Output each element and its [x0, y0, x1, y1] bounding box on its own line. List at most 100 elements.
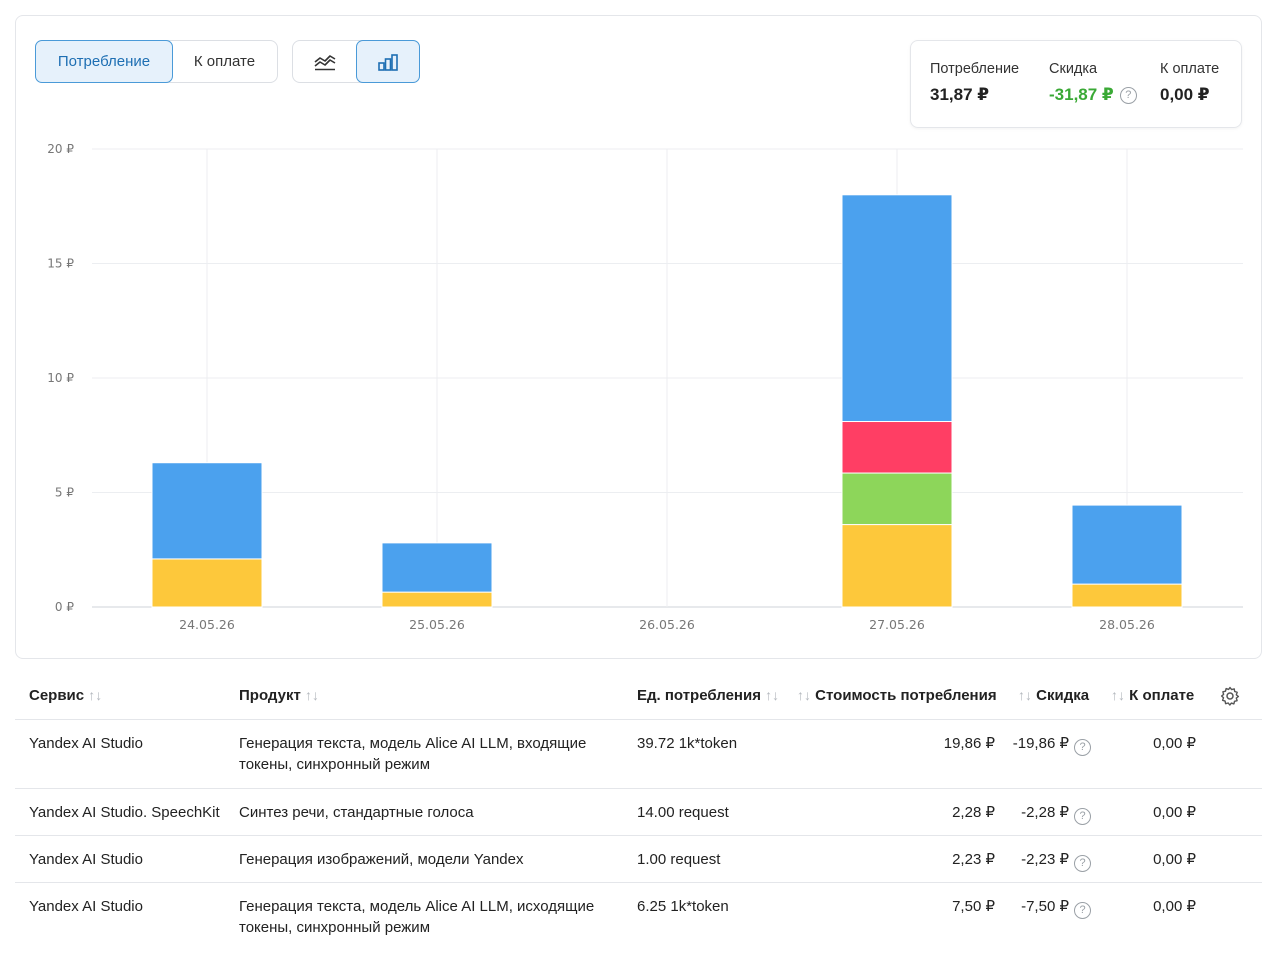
y-tick-label: 15 ₽	[47, 257, 74, 271]
bar-segment	[1071, 583, 1183, 608]
consumption-table: Сервис ↑↓ Продукт ↑↓ Ед. потребления ↑↓ …	[15, 672, 1262, 952]
header-product-label: Продукт	[239, 687, 301, 704]
settings-gear-icon[interactable]	[1220, 686, 1240, 706]
x-tick-label: 26.05.26	[639, 617, 695, 632]
bar-chart-icon	[378, 53, 398, 71]
cell-product-line1: Генерация изображений, модели Yandex	[239, 851, 524, 868]
y-tick-label: 10 ₽	[47, 371, 74, 385]
cell-discount: -2,23 ₽	[1021, 851, 1069, 868]
cell-product: Генерация текста, модель Alice AI LLM, в…	[239, 733, 586, 775]
bar-chart-button[interactable]	[356, 40, 420, 83]
header-product[interactable]: Продукт ↑↓	[239, 687, 319, 704]
bar-segment	[151, 462, 263, 560]
header-cost-label: Стоимость потребления	[815, 687, 997, 704]
cell-product-line1: Генерация текста, модель Alice AI LLM, в…	[239, 735, 587, 752]
x-tick-label: 24.05.26	[179, 617, 235, 632]
bar-segment	[841, 524, 953, 608]
table-row[interactable]: Yandex AI Studio Генерация текста, модел…	[15, 720, 1262, 789]
bar-segment	[841, 194, 953, 423]
cell-cost: 2,23 ₽	[952, 851, 995, 868]
sort-icon: ↑↓	[765, 687, 780, 703]
cell-to-pay: 0,00 ₽	[1153, 804, 1196, 821]
help-icon[interactable]: ?	[1074, 851, 1091, 872]
header-unit[interactable]: Ед. потребления ↑↓	[637, 687, 779, 704]
cell-to-pay: 0,00 ₽	[1153, 898, 1196, 915]
bar-segment	[151, 558, 263, 608]
cell-cost: 19,86 ₽	[943, 735, 995, 752]
sort-icon: ↑↓	[304, 687, 319, 703]
summary-to-pay: К оплате 0,00 ₽	[1160, 61, 1219, 105]
line-chart-button[interactable]	[293, 41, 357, 82]
cell-service: Yandex AI Studio	[29, 851, 143, 868]
sort-icon: ↑↓	[1111, 687, 1125, 703]
summary-consumption-label: Потребление	[930, 61, 1020, 77]
chart-card: Потребление К оплате Потребление 31,87 ₽…	[15, 15, 1262, 659]
bar-segment	[841, 421, 953, 474]
table-header: Сервис ↑↓ Продукт ↑↓ Ед. потребления ↑↓ …	[15, 672, 1262, 720]
cell-product-line1: Генерация текста, модель Alice AI LLM, и…	[239, 898, 595, 915]
header-discount-label: Скидка	[1036, 687, 1090, 704]
cell-product: Генерация изображений, модели Yandex	[239, 849, 523, 870]
bar-segment	[381, 591, 493, 608]
cell-service: Yandex AI Studio	[29, 735, 143, 752]
cell-discount: -2,28 ₽	[1021, 804, 1069, 821]
header-cost[interactable]: ↑↓ Стоимость потребления	[797, 687, 997, 704]
mode-toggle: Потребление К оплате	[35, 40, 278, 83]
header-service[interactable]: Сервис ↑↓	[29, 687, 102, 704]
cell-product: Генерация текста, модель Alice AI LLM, и…	[239, 896, 594, 938]
cell-unit: 1.00 request	[637, 851, 721, 868]
header-to-pay[interactable]: ↑↓ К оплате	[1111, 687, 1194, 704]
table-row[interactable]: Yandex AI Studio. SpeechKit Синтез речи,…	[15, 789, 1262, 836]
cell-to-pay: 0,00 ₽	[1153, 735, 1196, 752]
cell-service: Yandex AI Studio	[29, 898, 143, 915]
cell-service: Yandex AI Studio. SpeechKit	[29, 804, 220, 821]
sort-icon: ↑↓	[797, 687, 811, 703]
consumption-bar-chart: 0 ₽ 5 ₽ 10 ₽ 15 ₽ 20 ₽ 24.05.26 25.05.26 26.05.…	[47, 142, 1243, 632]
x-tick-label: 27.05.26	[869, 617, 925, 632]
bar-segment	[1071, 504, 1183, 585]
summary-to-pay-label: К оплате	[1160, 61, 1220, 77]
header-unit-label: Ед. потребления	[637, 687, 761, 704]
line-chart-icon	[314, 54, 336, 70]
cell-cost: 2,28 ₽	[952, 804, 995, 821]
cell-discount: -19,86 ₽	[1012, 735, 1069, 752]
x-tick-label: 25.05.26	[409, 617, 465, 632]
header-to-pay-label: К оплате	[1129, 687, 1195, 704]
bar-segment	[841, 472, 953, 526]
cell-unit: 14.00 request	[637, 804, 729, 821]
cell-product-line2: токены, синхронный режим	[239, 756, 431, 773]
help-icon[interactable]: ?	[1074, 735, 1091, 756]
sort-icon: ↑↓	[88, 687, 103, 703]
help-icon[interactable]: ?	[1074, 898, 1091, 919]
cell-product: Синтез речи, стандартные голоса	[239, 802, 474, 823]
bar-segment	[381, 542, 493, 593]
y-tick-label: 5 ₽	[55, 486, 74, 500]
help-icon[interactable]: ?	[1119, 86, 1137, 104]
to-pay-toggle[interactable]: К оплате	[193, 53, 256, 70]
sort-icon: ↑↓	[1018, 687, 1032, 703]
summary-discount-value: -31,87 ₽	[1049, 85, 1114, 104]
cell-product-line1: Синтез речи, стандартные голоса	[239, 804, 474, 821]
y-tick-label: 20 ₽	[47, 142, 74, 156]
cell-product-line2: токены, синхронный режим	[239, 919, 431, 936]
summary-to-pay-value: 0,00 ₽	[1160, 85, 1210, 104]
summary-panel: Потребление 31,87 ₽ Скидка -31,87 ₽ ? К …	[910, 40, 1242, 128]
summary-discount-label: Скидка	[1049, 61, 1098, 77]
summary-consumption: Потребление 31,87 ₽	[930, 61, 1019, 105]
chart-view-switch	[292, 40, 420, 83]
header-service-label: Сервис	[29, 687, 85, 704]
cell-cost: 7,50 ₽	[952, 898, 995, 915]
consumption-toggle[interactable]: Потребление	[35, 40, 173, 83]
summary-consumption-value: 31,87 ₽	[930, 85, 990, 104]
table-row[interactable]: Yandex AI Studio Генерация изображений, …	[15, 836, 1262, 883]
cell-to-pay: 0,00 ₽	[1153, 851, 1196, 868]
summary-discount: Скидка -31,87 ₽ ?	[1049, 61, 1137, 105]
cell-discount: -7,50 ₽	[1021, 898, 1069, 915]
help-icon[interactable]: ?	[1074, 804, 1091, 825]
table-row[interactable]: Yandex AI Studio Генерация текста, модел…	[15, 883, 1262, 952]
cell-unit: 39.72 1k*token	[637, 735, 738, 752]
y-tick-label: 0 ₽	[55, 600, 74, 614]
x-tick-label: 28.05.26	[1099, 617, 1155, 632]
header-discount[interactable]: ↑↓ Скидка	[1018, 687, 1089, 704]
summary-discount-wrap: -31,87 ₽ ?	[1049, 85, 1137, 105]
